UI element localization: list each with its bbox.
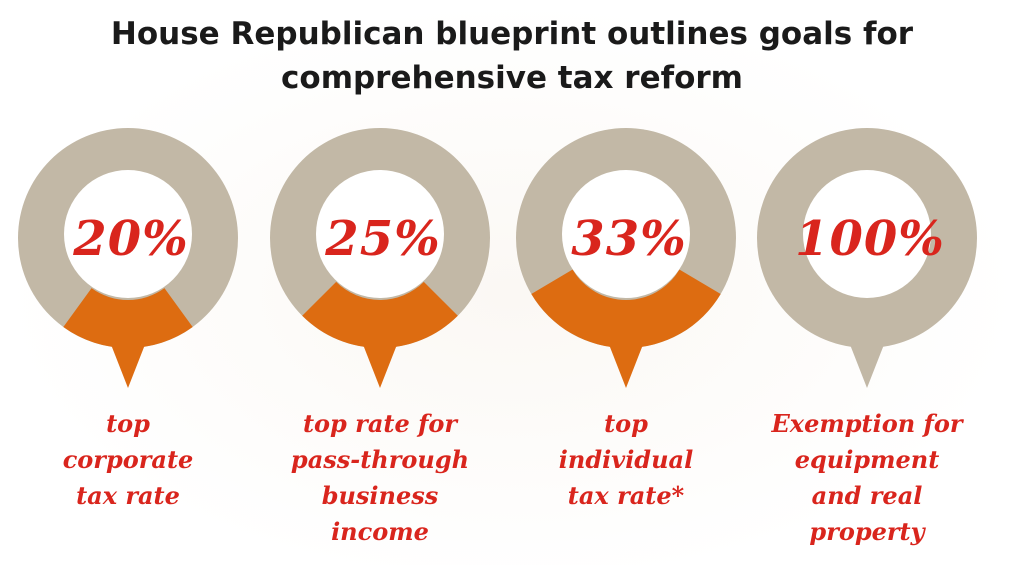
donut-2: 25% top rate for pass-through business incom… (270, 128, 490, 546)
caption-line: tax rate* (568, 481, 685, 510)
caption-line: property (809, 517, 926, 546)
donut-segment (302, 281, 458, 348)
chart-title: House Republican blueprint outlines goal… (20, 12, 1004, 100)
caption-line: equipment (795, 445, 940, 474)
caption-line: individual (559, 445, 693, 474)
caption-line: Exemption for (770, 409, 964, 438)
donut-3: 33% top individual tax rate* (516, 128, 736, 510)
donut-hole (803, 170, 931, 298)
donut-pointer (849, 342, 885, 388)
donut-pointer (110, 342, 146, 388)
caption-line: income (331, 517, 429, 546)
value-label: 25% (324, 211, 440, 267)
caption-line: top (604, 409, 648, 438)
donut-hole (316, 170, 444, 298)
donut-hole (64, 170, 192, 298)
donut-4: 100% Exemption for equipment and real proper… (757, 128, 977, 546)
title-line-2: comprehensive tax reform (281, 60, 743, 96)
caption-line: corporate (63, 445, 194, 474)
donut-hole (562, 170, 690, 298)
caption-line: and real (812, 481, 923, 510)
donut-pointer (362, 342, 398, 388)
caption-line: tax rate (76, 481, 180, 510)
title-line-1: House Republican blueprint outlines goal… (110, 16, 914, 52)
value-label: 33% (571, 211, 686, 267)
caption-line: business (322, 481, 439, 510)
value-label: 100% (795, 211, 945, 267)
caption-line: top (106, 409, 150, 438)
caption-line: pass-through (291, 445, 469, 474)
caption-line: top rate for (303, 409, 459, 438)
donut-segment (63, 288, 193, 348)
value-label: 20% (72, 211, 188, 267)
donut-pointer (608, 342, 644, 388)
donut-1: 20% top corporate tax rate (18, 128, 238, 510)
donut-segment (531, 269, 721, 348)
